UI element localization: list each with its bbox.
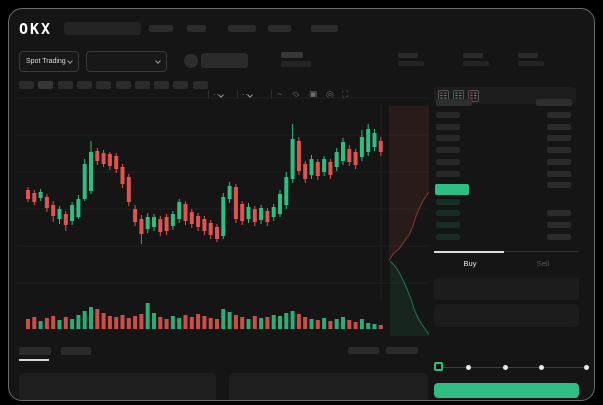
bottom-action-placeholder[interactable] [386, 347, 418, 354]
restore-icon[interactable]: ◎ [326, 89, 334, 99]
book-asks-icon[interactable] [468, 90, 479, 102]
timeframe-pill[interactable] [192, 81, 208, 89]
stat-value-placeholder [398, 61, 424, 66]
ob-header-right[interactable] [536, 99, 572, 106]
nav-item-placeholder[interactable] [149, 25, 173, 32]
timeframe-pill[interactable] [154, 81, 170, 89]
tab-buy[interactable]: Buy [463, 259, 477, 268]
ask-amount-placeholder[interactable] [547, 182, 571, 188]
market-type-selector[interactable]: Spot Trading [19, 51, 79, 72]
ask-price-placeholder[interactable] [436, 135, 460, 142]
slider-step-dot[interactable] [539, 364, 544, 370]
bid-amount-placeholder[interactable] [547, 210, 571, 217]
camera-icon[interactable]: ▣ [309, 89, 318, 99]
stat-value-placeholder [518, 61, 544, 66]
price-chart[interactable] [17, 96, 429, 336]
nav-item-placeholder[interactable] [268, 25, 291, 32]
ask-amount-placeholder[interactable] [547, 123, 571, 130]
coin-avatar [184, 54, 198, 68]
slider-step-dot[interactable] [466, 364, 471, 370]
ask-price-placeholder[interactable] [436, 170, 460, 177]
ask-price-placeholder[interactable] [436, 147, 460, 154]
ask-amount-placeholder[interactable] [547, 112, 571, 118]
stat-label-placeholder [518, 53, 538, 58]
bid-amount-placeholder[interactable] [547, 221, 571, 228]
stat-label-placeholder [398, 53, 418, 58]
bottom-action-placeholder[interactable] [348, 347, 379, 354]
bottom-tab-active-indicator [19, 358, 49, 361]
last-price-sub-placeholder [281, 61, 311, 67]
buy-tab-indicator [434, 250, 504, 253]
pair-selector[interactable] [86, 51, 167, 72]
slider-step-dot[interactable] [503, 364, 508, 370]
ask-price-placeholder[interactable] [436, 123, 460, 130]
search-input[interactable] [64, 22, 141, 35]
slider-step-dot[interactable] [584, 364, 589, 370]
bottom-tab-placeholder[interactable] [61, 347, 91, 355]
market-type-label: Spot Trading [26, 58, 66, 65]
price-input[interactable] [434, 278, 579, 300]
ask-price-placeholder[interactable] [436, 112, 460, 118]
ob-header-left[interactable] [436, 99, 472, 106]
ask-amount-placeholder[interactable] [547, 147, 571, 154]
indicator-caret-icon[interactable]: ·· [213, 89, 224, 99]
timeframe-pill[interactable] [134, 81, 150, 89]
app-window: OKX Spot Trading ·· ·· ~ ▱ ▣ ◎ ⛶ [8, 8, 595, 401]
stat-label-placeholder [463, 53, 483, 58]
timeframe-pill[interactable] [38, 81, 54, 89]
timeframe-pill[interactable] [19, 81, 34, 89]
ask-amount-placeholder[interactable] [547, 135, 571, 142]
timeframe-pill[interactable] [115, 81, 131, 89]
bid-price-placeholder[interactable] [436, 233, 460, 240]
orders-panel [19, 373, 216, 400]
bid-amount-placeholder[interactable] [547, 233, 571, 240]
timeframe-pill[interactable] [173, 81, 189, 89]
nav-item-placeholder[interactable] [228, 25, 256, 32]
nav-item-placeholder[interactable] [311, 25, 338, 32]
last-price-highlight[interactable] [435, 184, 469, 195]
nav-item-placeholder[interactable] [187, 25, 206, 32]
timeframe-pill[interactable] [57, 81, 73, 89]
ask-amount-placeholder[interactable] [547, 158, 571, 165]
stat-value-placeholder [463, 61, 489, 66]
orders-panel [229, 373, 428, 400]
pair-name-placeholder[interactable] [201, 53, 248, 68]
okx-logo[interactable]: OKX [19, 20, 53, 38]
timeframe-pill[interactable] [96, 81, 112, 89]
book-combined-icon[interactable] [438, 90, 449, 102]
wave-icon[interactable]: ~ [277, 89, 283, 99]
bottom-tab-placeholder[interactable] [19, 347, 51, 355]
settings-caret-icon[interactable]: ·· [242, 89, 253, 99]
chevron-down-icon [155, 57, 161, 64]
bid-price-placeholder[interactable] [436, 210, 460, 217]
timeframe-pill[interactable] [76, 81, 92, 89]
amount-slider-track[interactable] [437, 366, 589, 368]
last-price-placeholder [281, 52, 303, 58]
tab-sell[interactable]: Sell [536, 259, 550, 268]
bid-price-placeholder[interactable] [436, 198, 460, 205]
ask-amount-placeholder[interactable] [547, 170, 571, 177]
amount-input[interactable] [434, 304, 579, 327]
ask-price-placeholder[interactable] [436, 158, 460, 165]
chevron-down-icon [67, 57, 73, 64]
tabbar-divider [434, 251, 579, 252]
slider-handle[interactable] [434, 362, 443, 371]
bid-price-placeholder[interactable] [436, 221, 460, 228]
fullscreen-icon[interactable]: ⛶ [342, 89, 349, 99]
buy-submit-button[interactable] [434, 383, 579, 398]
